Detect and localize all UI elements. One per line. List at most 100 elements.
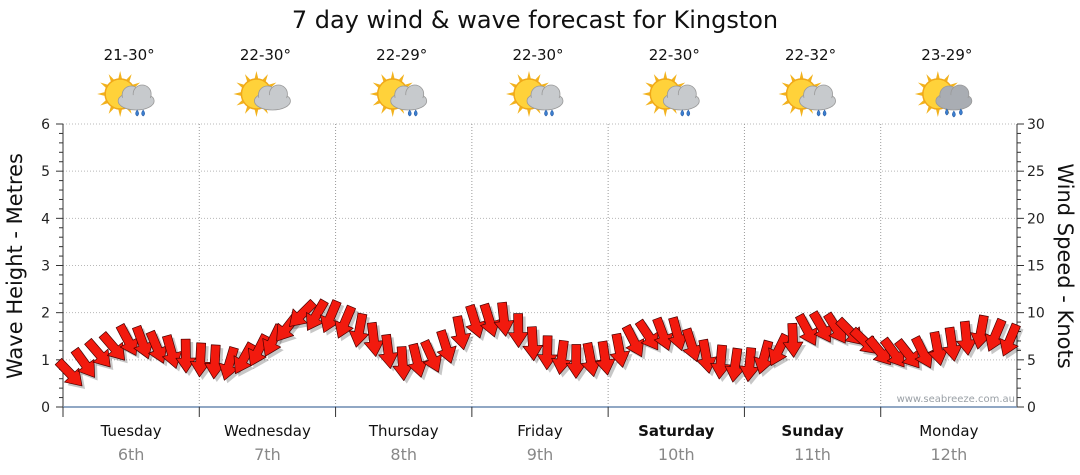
rain-drop-icon <box>413 109 418 117</box>
date-label: 8th <box>390 445 417 464</box>
chart-title: 7 day wind & wave forecast for Kingston <box>292 6 778 34</box>
wind-arrow <box>145 329 168 364</box>
wind-arrow <box>289 299 318 327</box>
rain-drop-icon <box>407 109 412 117</box>
wind-arrow <box>493 301 515 337</box>
partly-cloudy-showers-icon <box>642 71 700 117</box>
cloud-shape <box>662 84 700 111</box>
day-label: Saturday <box>638 422 715 440</box>
sun-ray <box>642 92 651 96</box>
cloud-part <box>391 95 426 109</box>
temperature-label: 22-30° <box>240 46 291 64</box>
wind-arrow <box>894 338 920 369</box>
wind-arrow <box>407 342 428 378</box>
wind-arrow <box>942 326 963 362</box>
date-label: 11th <box>794 445 831 464</box>
y-tick-label-left: 6 <box>41 117 50 133</box>
rain-drop-icon <box>816 109 821 117</box>
y-tick-label-right: 10 <box>1027 306 1045 322</box>
wind-arrow <box>595 340 616 376</box>
wind-arrow <box>218 346 239 381</box>
y-tick-label-left: 3 <box>41 259 50 275</box>
sun-ray <box>935 71 940 80</box>
day-label: Sunday <box>781 422 844 440</box>
wind-arrow <box>479 302 500 338</box>
y-tick-label-left: 0 <box>41 400 50 416</box>
cloud-shape <box>390 84 428 111</box>
weather-row: 21-30° 22-30° 22-29° 22-30° 22-30° 22-32° 23-2… <box>97 46 973 118</box>
wind-arrow <box>450 315 472 351</box>
wind-arrow <box>652 316 674 351</box>
wind-arrow <box>809 310 832 343</box>
wind-arrow <box>348 312 370 348</box>
sun-ray <box>97 92 106 96</box>
date-label: 9th <box>527 445 554 464</box>
wind-arrow <box>739 347 760 383</box>
y-tick-label-right: 25 <box>1027 164 1045 180</box>
wind-arrow <box>710 344 731 380</box>
wind-arrow <box>54 357 83 387</box>
wind-arrow <box>436 329 457 364</box>
temperature-label: 22-29° <box>376 46 427 64</box>
wind-arrow <box>999 322 1021 357</box>
wind-arrow <box>70 346 95 378</box>
y-tick-label-left: 4 <box>41 211 50 227</box>
cloud-part <box>528 95 562 109</box>
wind-arrow <box>551 339 572 375</box>
wind-arrow <box>115 323 139 356</box>
wind-arrow <box>768 332 791 367</box>
wind-arrow <box>634 318 659 351</box>
partly-cloudy-showers-icon <box>506 71 564 117</box>
cloud-shape <box>254 84 291 111</box>
wind-arrow <box>420 339 442 373</box>
wind-arrow <box>621 323 645 357</box>
y-tick-label-right: 15 <box>1027 259 1045 275</box>
sun-ray <box>118 71 123 80</box>
wind-arrow <box>753 339 774 375</box>
cloud-part <box>800 95 835 109</box>
wind-arrow <box>667 316 688 351</box>
partly-cloudy-rain-icon <box>914 71 973 118</box>
sun-ray <box>254 108 259 117</box>
date-label: 6th <box>118 445 145 464</box>
y-tick-label-left: 2 <box>41 306 50 322</box>
partly-cloudy-icon <box>233 71 291 117</box>
wind-arrow <box>363 321 385 357</box>
day-label: Friday <box>517 422 563 440</box>
temperature-label: 22-30° <box>512 46 563 64</box>
rain-drop-icon <box>959 108 963 116</box>
credit-text: www.seabreeze.com.au <box>897 394 1015 405</box>
wind-arrow <box>334 304 356 339</box>
date-label: 10th <box>658 445 695 464</box>
sun-ray <box>799 71 804 80</box>
rain-drop-icon <box>945 108 949 116</box>
partly-cloudy-showers-icon <box>369 71 428 117</box>
wind-arrow <box>84 338 111 368</box>
cloud-shape <box>117 84 155 111</box>
sun-ray <box>506 92 515 96</box>
sun-ray <box>778 92 787 96</box>
date-label: 12th <box>930 445 967 464</box>
wind-arrow <box>782 322 804 358</box>
wind-arrow <box>98 331 126 361</box>
grid <box>63 123 1017 407</box>
sun-ray <box>914 92 923 96</box>
partly-cloudy-showers-icon <box>97 71 155 117</box>
sun-ray <box>663 108 668 117</box>
wind-arrow <box>956 320 977 356</box>
temperature-label: 23-29° <box>921 46 972 64</box>
date-label: 7th <box>254 445 281 464</box>
cloud-part <box>255 95 290 109</box>
y-tick-label-right: 30 <box>1027 117 1045 133</box>
cloud-part <box>119 95 154 109</box>
y-axis-left-title: Wave Height - Metres <box>3 153 27 379</box>
sun-ray <box>935 108 940 117</box>
wind-arrow <box>864 335 891 365</box>
wind-arrow <box>795 312 818 346</box>
wind-arrow <box>681 327 703 362</box>
y-axis-right-title: Wind Speed - Knots <box>1053 163 1077 368</box>
wind-arrows <box>54 298 1021 387</box>
wind-arrow <box>927 330 949 366</box>
sun-ray <box>527 71 531 80</box>
